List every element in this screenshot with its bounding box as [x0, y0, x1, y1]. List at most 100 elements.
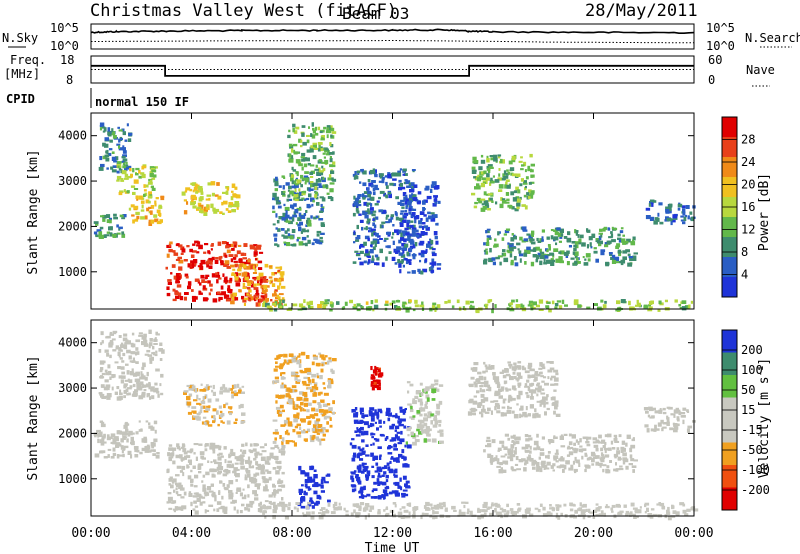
scatter-cell [286, 394, 291, 397]
scatter-cell [655, 428, 660, 431]
scatter-cell [310, 388, 314, 393]
scatter-cell [196, 413, 201, 416]
scatter-cell [323, 156, 326, 159]
scatter-cell [311, 134, 316, 139]
scatter-cell [281, 217, 286, 221]
scatter-cell [322, 177, 325, 180]
scatter-cell [226, 241, 229, 246]
scatter-cell [223, 280, 229, 283]
scatter-cell [579, 234, 584, 239]
scatter-cell [406, 307, 411, 310]
scatter-cell [498, 513, 503, 517]
scatter-cell [327, 384, 332, 389]
scatter-cell [537, 509, 541, 513]
scatter-cell [217, 291, 221, 295]
scatter-cell [679, 307, 683, 310]
scatter-cell [421, 301, 424, 305]
scatter-cell [685, 205, 690, 209]
scatter-cell [602, 468, 605, 473]
scatter-cell [310, 149, 314, 153]
scatter-cell [313, 356, 318, 360]
scatter-cell [512, 197, 517, 202]
scatter-cell [487, 169, 491, 173]
scatter-cell [207, 259, 210, 264]
scatter-cell [433, 195, 438, 198]
scatter-cell [133, 205, 139, 210]
cpid-value: normal 150 IF [95, 95, 189, 109]
scatter-cell [652, 513, 658, 517]
scatter-cell [298, 405, 302, 409]
scatter-cell [507, 361, 511, 364]
scatter-cell [431, 258, 435, 263]
scatter-cell [191, 263, 196, 267]
nsky-panel: N.Sky 10^5 10^0 10^5 10^0 N.Search [2, 21, 800, 53]
scatter-cell [615, 245, 619, 249]
scatter-cell [365, 468, 368, 472]
scatter-cell [272, 210, 276, 213]
scatter-cell [400, 199, 405, 203]
scatter-cell [191, 410, 197, 413]
scatter-cell [530, 175, 533, 178]
scatter-cell [608, 252, 613, 255]
scatter-cell [610, 233, 614, 238]
scatter-cell [292, 405, 296, 410]
scatter-cell [648, 306, 653, 309]
scatter-cell [371, 228, 376, 231]
scatter-cell [503, 176, 506, 181]
scatter-cell [600, 510, 604, 515]
scatter-cell [231, 247, 235, 251]
scatter-cell [651, 202, 654, 207]
scatter-cell [483, 260, 488, 265]
colorbar-frame [721, 329, 738, 511]
scatter-cell [356, 224, 359, 230]
scatter-cell [134, 454, 139, 458]
scatter-cell [501, 386, 505, 390]
scatter-cell [377, 475, 382, 478]
scatter-cell [595, 238, 600, 241]
scatter-cell [409, 247, 413, 252]
scatter-cell [122, 165, 126, 169]
scatter-cell [485, 230, 488, 234]
scatter-cell [355, 434, 361, 437]
scatter-cell [497, 177, 502, 181]
scatter-cell [397, 442, 403, 445]
scatter-cell [351, 457, 356, 462]
scatter-cell [205, 206, 210, 211]
scatter-cell [355, 474, 359, 477]
scatter-cell [632, 469, 635, 473]
scatter-cell [394, 229, 399, 233]
scatter-cell [497, 449, 500, 452]
scatter-cell [629, 447, 633, 453]
scatter-cell [123, 189, 126, 193]
scatter-cell [396, 436, 400, 441]
scatter-cell [117, 430, 120, 434]
scatter-cell [626, 434, 631, 439]
scatter-cell [167, 282, 172, 285]
scatter-cell [190, 254, 195, 258]
scatter-cell [511, 299, 515, 303]
scatter-cell [586, 443, 591, 447]
scatter-cell [293, 407, 298, 410]
scatter-cell [270, 279, 274, 282]
scatter-cell [151, 177, 156, 180]
scatter-cell [486, 228, 491, 231]
scatter-cell [203, 410, 209, 413]
nsearch-tick-top: 10^5 [706, 21, 735, 35]
scatter-cell [659, 502, 665, 507]
scatter-cell [477, 402, 480, 407]
scatter-cell [395, 251, 399, 254]
scatter-cell [169, 456, 174, 459]
scatter-cell [103, 127, 107, 132]
scatter-cell [280, 384, 285, 389]
scatter-cell [242, 264, 247, 269]
scatter-cell [112, 135, 117, 139]
scatter-cell [154, 218, 159, 223]
scatter-cell [411, 194, 417, 198]
scatter-cell [148, 206, 152, 209]
scatter-cell [279, 411, 283, 414]
scatter-cell [432, 202, 437, 207]
scatter-cell [426, 415, 432, 419]
scatter-cell [315, 196, 319, 200]
scatter-cell [208, 405, 211, 408]
scatter-cell [301, 132, 305, 137]
